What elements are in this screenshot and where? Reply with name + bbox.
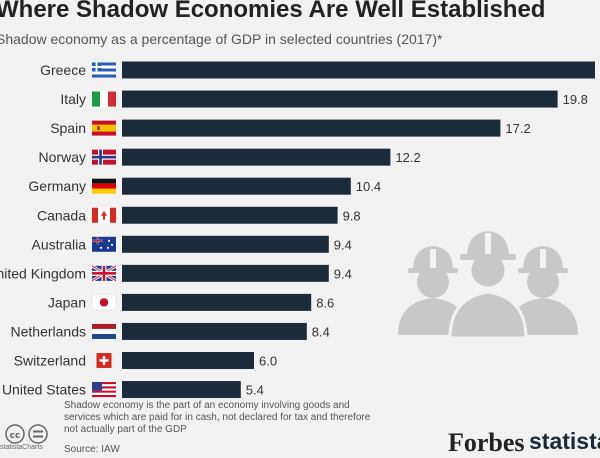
category-label: Greece [40, 62, 86, 78]
value-label: 19.8 [563, 92, 588, 107]
flag-italy-icon [92, 91, 116, 107]
chart-title: Where Shadow Economies Are Well Establis… [0, 0, 546, 23]
bar [122, 264, 329, 282]
bar [122, 177, 351, 195]
flag-united-kingdom-icon [91, 264, 117, 283]
bar [122, 90, 558, 108]
footnote: Shadow economy is the part of an economy… [64, 400, 371, 435]
bar [122, 206, 338, 224]
category-label: Canada [37, 207, 86, 223]
category-label: Japan [48, 294, 86, 310]
statista-logo[interactable]: statista [529, 428, 600, 454]
value-label: 8.6 [316, 295, 334, 310]
bar [122, 352, 254, 369]
flag-norway-icon [92, 149, 116, 165]
category-label: United States [2, 382, 86, 398]
flag-australia-icon [92, 236, 116, 252]
flag-spain-icon [92, 120, 116, 136]
category-label: United Kingdom [0, 265, 86, 281]
bar [122, 61, 595, 79]
svg-text:cc: cc [10, 431, 21, 441]
license-icons: cc [5, 424, 48, 444]
value-label: 9.4 [334, 237, 352, 252]
value-label: 17.2 [505, 121, 530, 136]
category-label: Switzerland [14, 353, 86, 369]
value-label: 12.2 [395, 150, 420, 165]
value-label: 8.4 [312, 324, 330, 339]
cc-icon: cc [5, 424, 25, 444]
category-label: Netherlands [11, 323, 87, 339]
category-label: Germany [28, 178, 86, 194]
bar [122, 235, 329, 253]
bar [122, 119, 501, 137]
category-label: Australia [32, 236, 87, 252]
value-label: 6.0 [259, 354, 277, 369]
bar [122, 148, 391, 166]
category-label: Italy [60, 91, 86, 107]
bar [122, 381, 241, 399]
forbes-logo[interactable]: Forbes [448, 428, 525, 457]
category-label: Spain [50, 120, 86, 136]
flag-switzerland-icon [96, 353, 112, 368]
flag-canada-icon [92, 207, 116, 223]
bar [122, 293, 312, 311]
category-label: Norway [39, 149, 86, 165]
construction-workers-icon [398, 230, 578, 340]
flag-japan-icon [91, 294, 117, 311]
chart-subtitle: Shadow economy as a percentage of GDP in… [0, 31, 443, 47]
flag-netherlands-icon [92, 323, 116, 339]
value-label: 9.8 [343, 208, 361, 223]
flag-united-states-icon [92, 382, 116, 398]
flag-germany-icon [92, 178, 116, 194]
flag-greece-icon [92, 62, 116, 78]
value-label: 10.4 [356, 179, 381, 194]
bar [122, 322, 307, 340]
statista-charts-label: statistaCharts [0, 444, 43, 451]
equals-icon [28, 424, 48, 444]
value-label: 9.4 [334, 266, 352, 281]
value-label: 5.4 [246, 383, 264, 398]
